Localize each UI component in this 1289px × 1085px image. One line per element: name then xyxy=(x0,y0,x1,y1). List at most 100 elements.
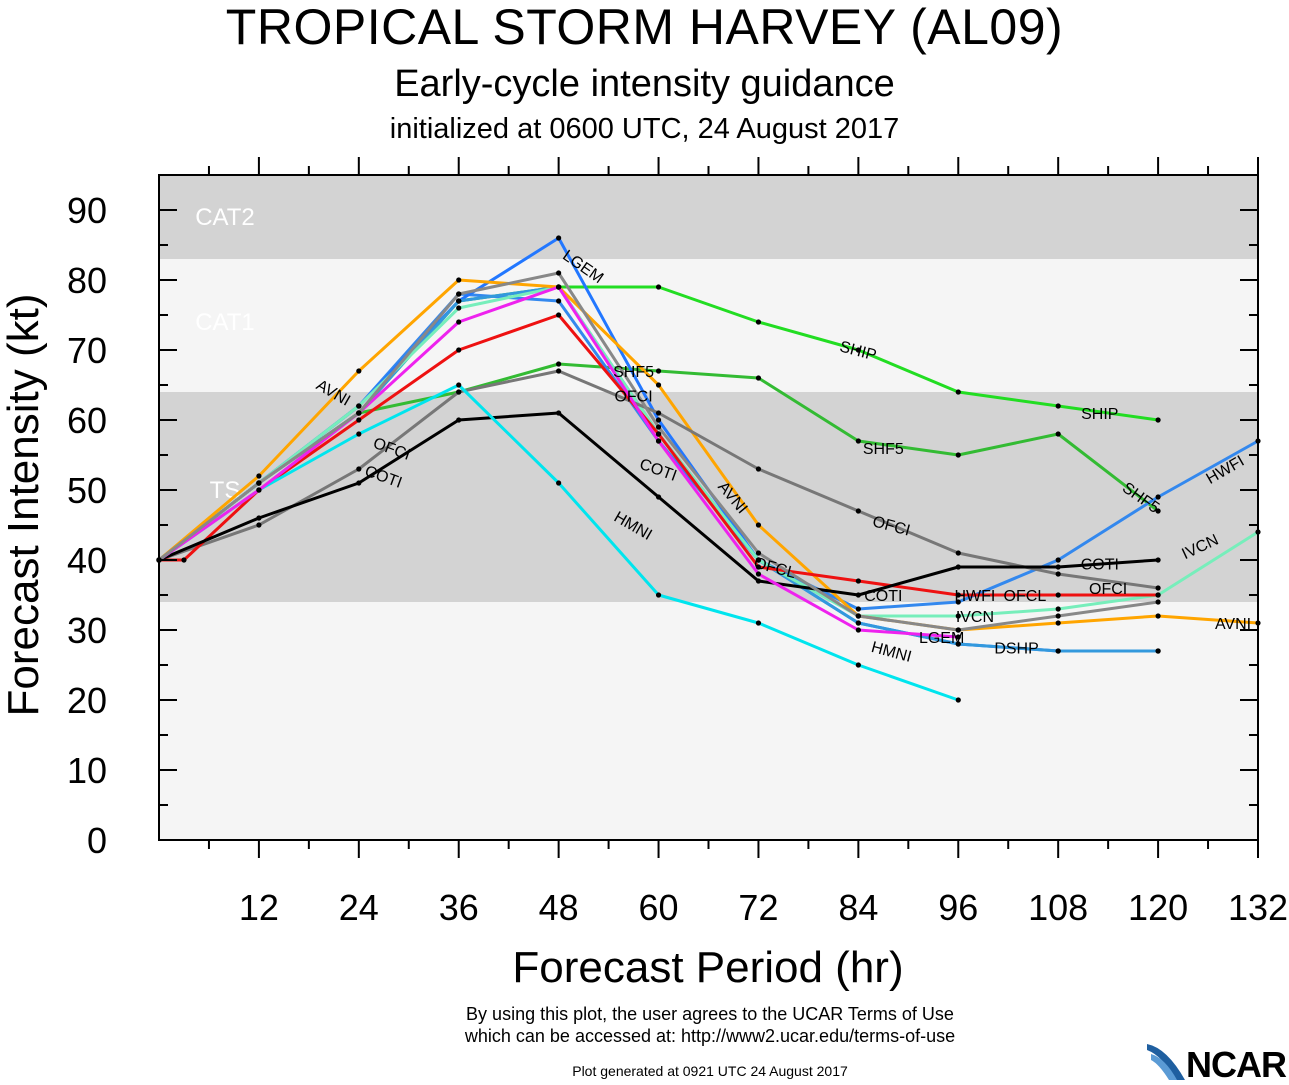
x-tick-label: 72 xyxy=(738,887,778,928)
data-point-shf5 xyxy=(1055,431,1061,437)
series-line-avni xyxy=(158,278,1259,632)
data-point-coti xyxy=(356,480,362,486)
data-point-ofci xyxy=(955,550,961,556)
init-time: initialized at 0600 UTC, 24 August 2017 xyxy=(389,113,900,145)
y-tick-label: 50 xyxy=(67,470,107,511)
line-label-ship: SHIP xyxy=(1081,406,1118,423)
band-label-cat1: CAT1 xyxy=(195,309,255,336)
x-tick-label: 60 xyxy=(639,887,679,928)
data-point-ofcl xyxy=(556,312,562,318)
data-point-hmni xyxy=(556,480,562,486)
band-below-ts xyxy=(159,602,1258,840)
data-point-avni xyxy=(256,473,262,479)
line-label-ivcn: IVCN xyxy=(956,609,994,626)
line-label-text: SHF5 xyxy=(863,441,904,458)
band-cat2 xyxy=(159,175,1258,259)
data-point-unnamed-11 xyxy=(655,438,662,444)
data-point-ofcl xyxy=(755,564,762,570)
y-tick-label: 60 xyxy=(67,400,107,441)
data-point-unnamed-12 xyxy=(1155,599,1161,605)
y-tick-label: 0 xyxy=(87,820,107,861)
data-point-ship xyxy=(1055,403,1061,409)
line-label-lgem: LGEM xyxy=(919,630,964,647)
generated-time: Plot generated at 0921 UTC 24 August 201… xyxy=(572,1063,848,1079)
data-point-ofcl xyxy=(855,578,861,584)
data-point-shf5 xyxy=(1155,508,1161,514)
x-tick-label: 132 xyxy=(1228,887,1288,928)
data-point-unnamed-12 xyxy=(556,270,562,276)
x-axis-label: Forecast Period (hr) xyxy=(512,943,903,992)
x-tick-label: 36 xyxy=(439,887,479,928)
data-point-hwfi xyxy=(855,606,861,612)
series-line-ivcn xyxy=(158,285,1259,618)
series-line-ofcl xyxy=(159,313,1159,597)
data-point-dshp xyxy=(1055,648,1061,654)
data-point-ivcn xyxy=(1055,606,1061,612)
data-point-ofci xyxy=(1055,571,1061,577)
band-label-cat2: CAT2 xyxy=(195,204,255,231)
y-tick-label: 70 xyxy=(67,330,107,371)
series-points xyxy=(156,235,1261,703)
data-point-hwfi xyxy=(556,298,562,304)
data-point-coti xyxy=(855,592,861,598)
data-point-hmni xyxy=(456,382,462,388)
data-point-unnamed-12 xyxy=(456,291,462,297)
data-point-lgem xyxy=(556,235,562,241)
line-label-hwfi: HWFI xyxy=(954,588,995,605)
data-point-ofcl xyxy=(1055,592,1061,598)
line-label-text: IVCN xyxy=(956,609,994,626)
data-point-unnamed-11 xyxy=(755,571,762,577)
terms-line-1: By using this plot, the user agrees to t… xyxy=(466,1004,954,1024)
data-point-ofcl xyxy=(356,417,362,423)
terms-notice: By using this plot, the user agrees to t… xyxy=(300,1003,1120,1047)
data-point-hmni xyxy=(855,662,861,668)
data-point-unnamed-11 xyxy=(556,284,562,290)
data-point-hwfi xyxy=(1055,557,1061,563)
data-point-avni xyxy=(655,382,662,388)
data-point-avni xyxy=(456,277,462,283)
line-label-ofcl: OFCL xyxy=(1004,588,1047,605)
data-point-ship xyxy=(1155,417,1161,423)
y-tick-label: 30 xyxy=(67,610,107,651)
x-tick-label: 120 xyxy=(1128,887,1188,928)
data-point-unnamed-12 xyxy=(755,550,762,556)
line-label-text: AVNI xyxy=(1215,616,1251,633)
line-label-text: LGEM xyxy=(919,630,964,647)
data-point-ofci xyxy=(256,522,262,528)
line-label-ofci: OFCI xyxy=(1089,581,1127,598)
x-tick-label: 84 xyxy=(838,887,878,928)
terms-line-2: which can be accessed at: http://www2.uc… xyxy=(464,1026,956,1046)
line-label-text: OFCL xyxy=(1004,588,1047,605)
data-point-unnamed-12 xyxy=(655,424,662,430)
line-label-text: COTI xyxy=(1081,557,1119,574)
data-point-ivcn xyxy=(356,403,362,409)
data-point-avni xyxy=(1055,620,1061,626)
data-point-coti xyxy=(955,564,961,570)
line-label-dshp: DSHP xyxy=(994,641,1038,658)
data-point-hwfi xyxy=(955,599,961,605)
data-point-unnamed-12 xyxy=(1055,613,1061,619)
data-point-ivcn xyxy=(755,557,762,563)
line-label-shf5: SHF5 xyxy=(613,364,654,381)
x-tick-label: 12 xyxy=(239,887,279,928)
data-point-unnamed-12 xyxy=(256,480,262,486)
data-point-shf5 xyxy=(755,375,762,381)
data-point-ofci xyxy=(755,466,762,472)
data-point-shf5 xyxy=(556,361,562,367)
line-label-ofci: OFCI xyxy=(614,389,652,406)
data-point-unnamed-12 xyxy=(855,613,861,619)
data-point-coti xyxy=(1055,564,1061,570)
data-point-ivcn xyxy=(955,613,961,619)
data-point-ofci xyxy=(655,410,662,416)
line-label-text: HWFI xyxy=(954,588,995,605)
data-point-unnamed-11 xyxy=(855,627,861,633)
chart-title: TROPICAL STORM HARVEY (AL09) xyxy=(225,0,1064,55)
data-point-coti xyxy=(655,494,662,500)
data-point-ofcl xyxy=(456,347,462,353)
data-point-dshp xyxy=(1155,648,1161,654)
data-point-ofci xyxy=(1155,585,1161,591)
x-tick-label: 96 xyxy=(938,887,978,928)
line-label-text: DSHP xyxy=(994,641,1038,658)
y-tick-label: 40 xyxy=(67,540,107,581)
